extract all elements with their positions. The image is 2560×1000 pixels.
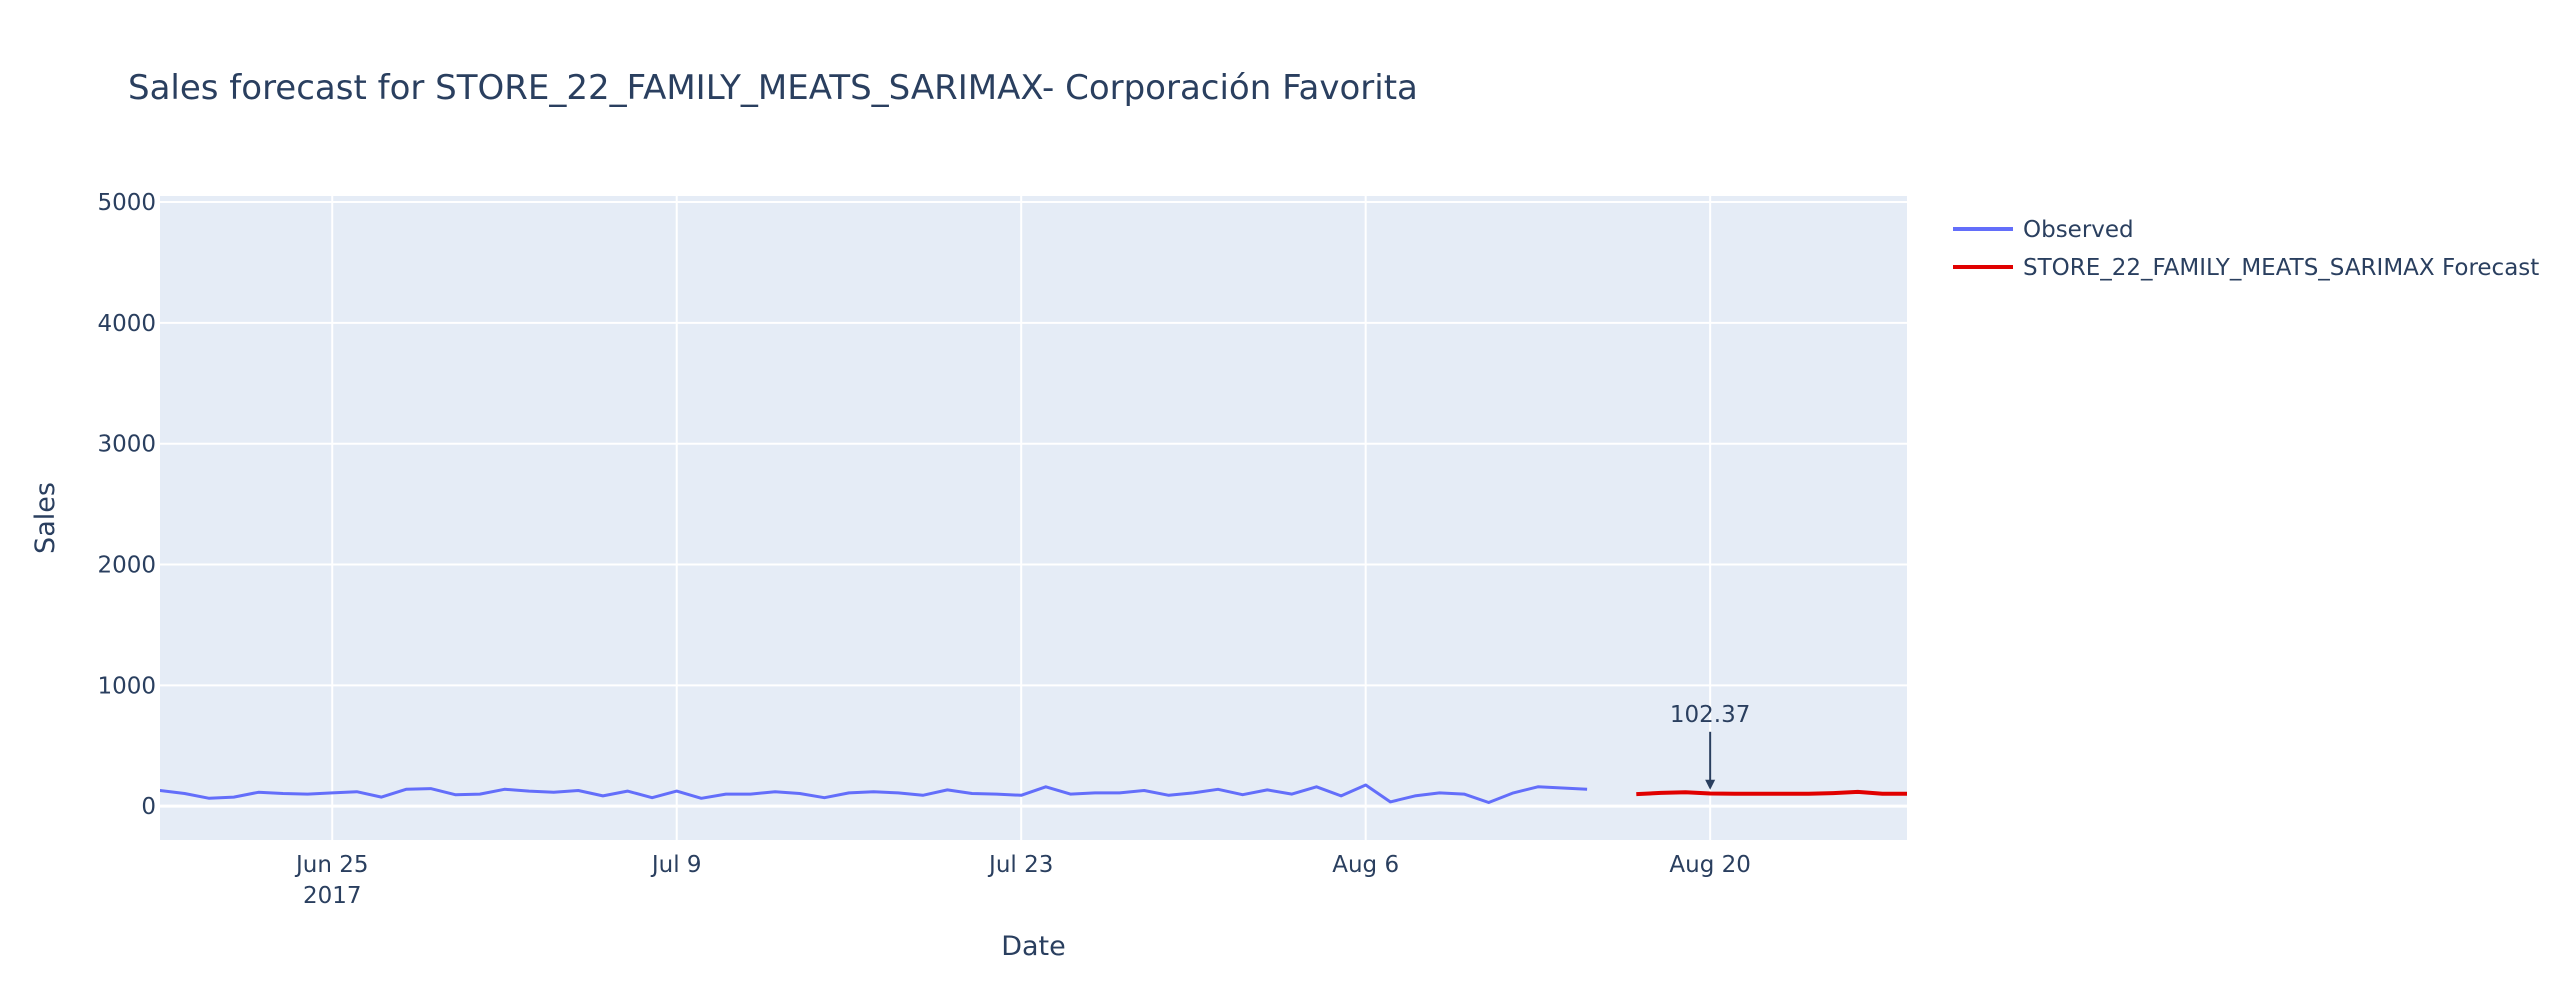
x-tick-label: Jul 9 (650, 852, 702, 878)
annotation-arrow-head (1705, 779, 1716, 790)
series-line-forecast (1636, 789, 1907, 797)
y-tick-label: 2000 (97, 553, 156, 579)
series-layer (160, 783, 1907, 804)
y-tick-label: 5000 (97, 190, 156, 216)
y-tick-label: 0 (141, 794, 156, 820)
annotation-label: 102.37 (1670, 702, 1750, 728)
grid (160, 196, 1907, 840)
plot-background (160, 196, 1907, 840)
legend-label: STORE_22_FAMILY_MEATS_SARIMAX Forecast (2023, 255, 2539, 281)
x-tick-label: Jul 23 (987, 852, 1053, 878)
x-tick-label: Jun 25 (294, 852, 369, 878)
series-line-observed (160, 783, 1588, 804)
x-axis-title: Date (1001, 931, 1066, 962)
y-tick-label: 3000 (97, 432, 156, 458)
legend[interactable]: Observed STORE_22_FAMILY_MEATS_SARIMAX Fo… (1953, 217, 2539, 281)
annotations: 102.37 (1670, 702, 1750, 790)
x-tick-label: Aug 20 (1669, 852, 1751, 878)
legend-item-forecast[interactable]: STORE_22_FAMILY_MEATS_SARIMAX Forecast (1953, 255, 2539, 281)
y-tick-labels: 0 1000 2000 3000 4000 5000 (97, 190, 156, 820)
x-tick-labels: Jun 25 2017 Jul 9 Jul 23 Aug 6 Aug 20 (294, 852, 1751, 909)
x-tick-label: Aug 6 (1332, 852, 1399, 878)
chart-title: Sales forecast for STORE_22_FAMILY_MEATS… (128, 68, 1418, 108)
legend-item-observed[interactable]: Observed (1953, 217, 2134, 243)
y-tick-label: 4000 (97, 311, 156, 337)
y-axis-title: Sales (30, 482, 61, 554)
y-tick-label: 1000 (97, 673, 156, 699)
legend-label: Observed (2023, 217, 2134, 243)
x-tick-year-label: 2017 (303, 883, 362, 909)
